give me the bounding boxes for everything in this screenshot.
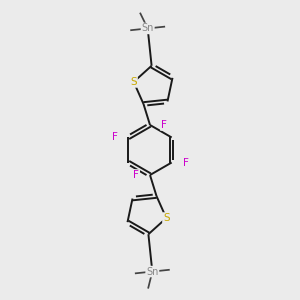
Text: F: F xyxy=(112,133,118,142)
Text: Sn: Sn xyxy=(142,23,154,33)
Text: Sn: Sn xyxy=(146,267,158,277)
Text: S: S xyxy=(163,213,169,223)
Text: F: F xyxy=(182,158,188,167)
Text: F: F xyxy=(133,170,139,180)
Text: S: S xyxy=(130,77,137,87)
Text: F: F xyxy=(161,120,167,130)
